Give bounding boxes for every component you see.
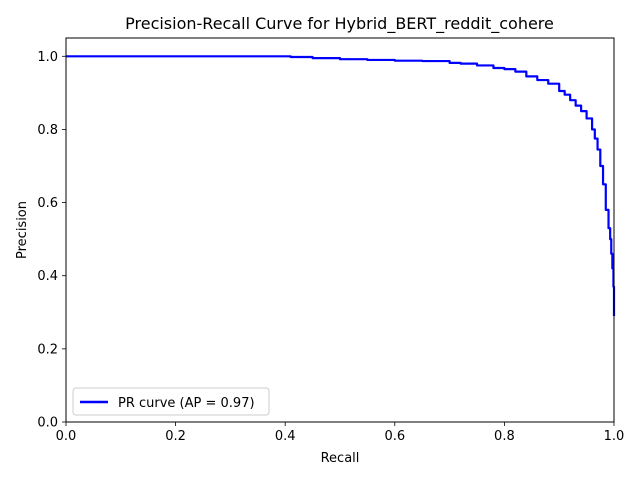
plot-area xyxy=(66,38,614,422)
x-tick-label: 0.6 xyxy=(384,429,405,444)
x-tick-label: 0.0 xyxy=(56,429,77,444)
x-axis-label: Recall xyxy=(321,451,360,466)
y-tick-label: 0.6 xyxy=(37,196,58,211)
legend-label: PR curve (AP = 0.97) xyxy=(118,396,255,411)
y-tick-label: 0.0 xyxy=(37,416,58,431)
y-tick-label: 0.8 xyxy=(37,123,58,138)
legend: PR curve (AP = 0.97) xyxy=(73,388,269,415)
chart-title: Precision-Recall Curve for Hybrid_BERT_r… xyxy=(125,14,554,34)
y-tick-label: 0.2 xyxy=(37,342,58,357)
y-tick-label: 1.0 xyxy=(37,50,58,65)
x-tick-label: 0.4 xyxy=(275,429,296,444)
x-tick-label: 0.2 xyxy=(165,429,186,444)
y-tick-label: 0.4 xyxy=(37,269,58,284)
x-tick-label: 0.8 xyxy=(494,429,515,444)
y-axis-label: Precision xyxy=(15,201,30,259)
x-tick-label: 1.0 xyxy=(604,429,625,444)
